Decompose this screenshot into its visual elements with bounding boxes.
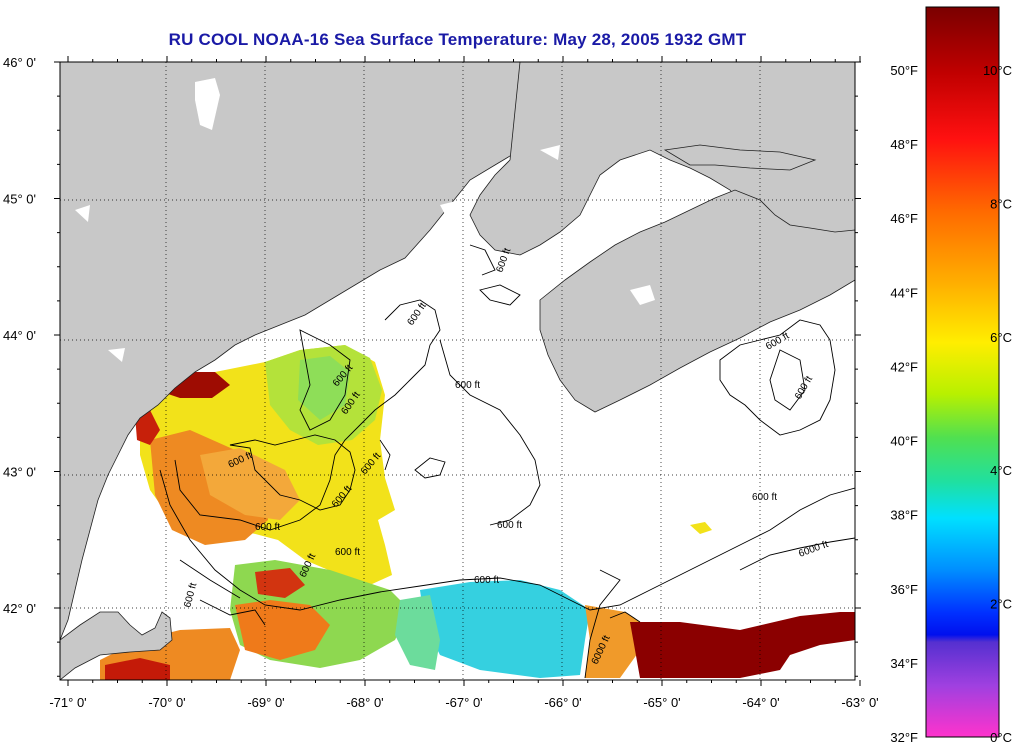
lon-tick-label: -68° 0' xyxy=(346,695,383,710)
legend-f-label: 40°F xyxy=(890,434,918,449)
sst-red-georges-south xyxy=(105,658,170,680)
contour-label: 600 ft xyxy=(497,520,522,531)
lat-tick-label: 43° 0' xyxy=(3,465,36,480)
lon-tick-label: -67° 0' xyxy=(445,695,482,710)
longitude-axis: -71° 0' -70° 0' -69° 0' -68° 0' -67° 0' -66° … xyxy=(49,56,879,710)
legend-f-label: 44°F xyxy=(890,285,918,300)
sst-red-coast xyxy=(135,410,160,445)
legend-c-label: 0°C xyxy=(990,730,1012,745)
lon-tick-label: -69° 0' xyxy=(247,695,284,710)
sst-red-south-strip xyxy=(255,568,305,598)
lon-tick-label: -66° 0' xyxy=(544,695,581,710)
legend-celsius-scale: 10°C 8°C 6°C 4°C 2°C 0°C xyxy=(983,63,1012,745)
legend-f-label: 46°F xyxy=(890,211,918,226)
lat-tick-label: 45° 0' xyxy=(3,192,36,207)
lat-tick-label: 42° 0' xyxy=(3,601,36,616)
land-nova-scotia xyxy=(539,189,855,413)
legend-f-label: 38°F xyxy=(890,508,918,523)
sst-yellow-patch-east xyxy=(690,522,712,534)
legend-f-label: 34°F xyxy=(890,656,918,671)
lon-tick-label: -64° 0' xyxy=(742,695,779,710)
lon-tick-label: -71° 0' xyxy=(49,695,86,710)
map-border xyxy=(59,61,856,681)
land-clouds xyxy=(75,78,655,362)
latitude-axis: 46° 0' 45° 0' 44° 0' 43° 0' 42° 0' xyxy=(3,55,861,677)
contour-label: 600 ft xyxy=(255,522,280,533)
bathymetry-contours xyxy=(159,244,855,679)
legend-c-label: 4°C xyxy=(990,463,1012,478)
sst-cyan-region xyxy=(420,580,590,678)
legend-fahrenheit-scale: 50°F 48°F 46°F 44°F 42°F 40°F 38°F 36°F 34°F 32°F xyxy=(890,63,918,745)
graticule xyxy=(60,62,855,680)
sst-orange-gulfstream-edge xyxy=(585,605,645,678)
sst-darkred-gulfstream xyxy=(630,612,855,678)
legend-c-label: 8°C xyxy=(990,196,1012,211)
legend-f-label: 42°F xyxy=(890,359,918,374)
contour-label: 600 ft xyxy=(335,547,360,558)
sst-field xyxy=(100,345,855,680)
legend-f-label: 36°F xyxy=(890,582,918,597)
lon-tick-label: -65° 0' xyxy=(643,695,680,710)
landmass xyxy=(60,62,855,680)
sst-teal-region xyxy=(395,595,440,670)
contour-label: 600 ft xyxy=(474,575,499,586)
lon-tick-label: -63° 0' xyxy=(841,695,878,710)
contour-label: 600 ft xyxy=(752,492,777,503)
map-title: RU COOL NOAA-16 Sea Surface Temperature:… xyxy=(168,30,747,49)
contour-label: 600 ft xyxy=(455,380,480,391)
legend-c-label: 2°C xyxy=(990,597,1012,612)
lat-tick-label: 46° 0' xyxy=(3,55,36,70)
legend-f-label: 32°F xyxy=(890,730,918,745)
sst-orange-patch-2 xyxy=(200,448,300,520)
sst-green-patch-2 xyxy=(298,356,350,420)
land-pei xyxy=(663,144,817,171)
lon-tick-label: -70° 0' xyxy=(148,695,185,710)
land-new-england xyxy=(60,62,521,641)
legend-f-label: 50°F xyxy=(890,63,918,78)
lat-tick-label: 44° 0' xyxy=(3,328,36,343)
legend-f-label: 48°F xyxy=(890,137,918,152)
legend-c-label: 6°C xyxy=(990,330,1012,345)
legend-c-label: 10°C xyxy=(983,63,1012,78)
colorbar xyxy=(925,6,1000,738)
